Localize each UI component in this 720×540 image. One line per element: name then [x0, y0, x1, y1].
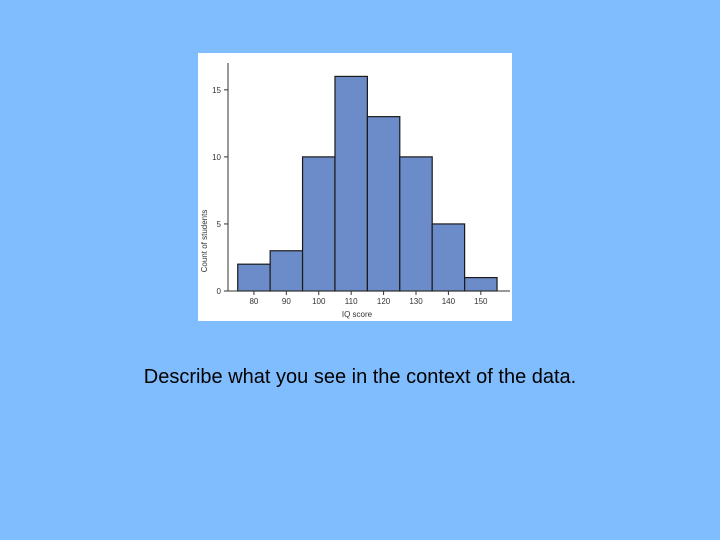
x-tick-label: 120 [377, 297, 391, 306]
x-tick-label: 140 [442, 297, 456, 306]
bar-145-155 [464, 276, 498, 292]
bar-105-115 [334, 75, 368, 292]
bar-85-95 [269, 250, 304, 292]
x-tick-label: 150 [474, 297, 488, 306]
caption-text: Describe what you see in the context of … [143, 366, 577, 388]
x-axis-title: IQ score [342, 310, 373, 319]
bar-75-85 [237, 263, 271, 292]
x-tick-label: 100 [312, 297, 326, 306]
y-tick-label: 10 [212, 153, 221, 162]
y-axis-title: Count of students [200, 210, 209, 273]
x-axis: 80 90 100 110 120 130 140 150 [228, 290, 510, 306]
x-tick-label: 80 [249, 297, 258, 306]
bar-115-125 [366, 116, 401, 292]
bar-125-135 [399, 156, 433, 292]
histogram-panel: 0 5 10 15 80 90 100 110 120 130 140 150 Count of s… [198, 53, 512, 321]
x-tick-label: 90 [282, 297, 291, 306]
x-tick-label: 110 [345, 297, 358, 306]
iq-histogram: 0 5 10 15 80 90 100 110 120 130 140 150 Count of s… [200, 63, 510, 319]
y-axis: 0 5 10 15 [212, 63, 229, 296]
bar-135-145 [431, 223, 466, 292]
x-tick-label: 130 [409, 297, 423, 306]
y-tick-label: 15 [212, 86, 221, 95]
y-tick-label: 0 [217, 287, 222, 296]
bar-95-105 [301, 156, 336, 292]
bars-group [237, 75, 498, 292]
y-tick-label: 5 [217, 220, 222, 229]
